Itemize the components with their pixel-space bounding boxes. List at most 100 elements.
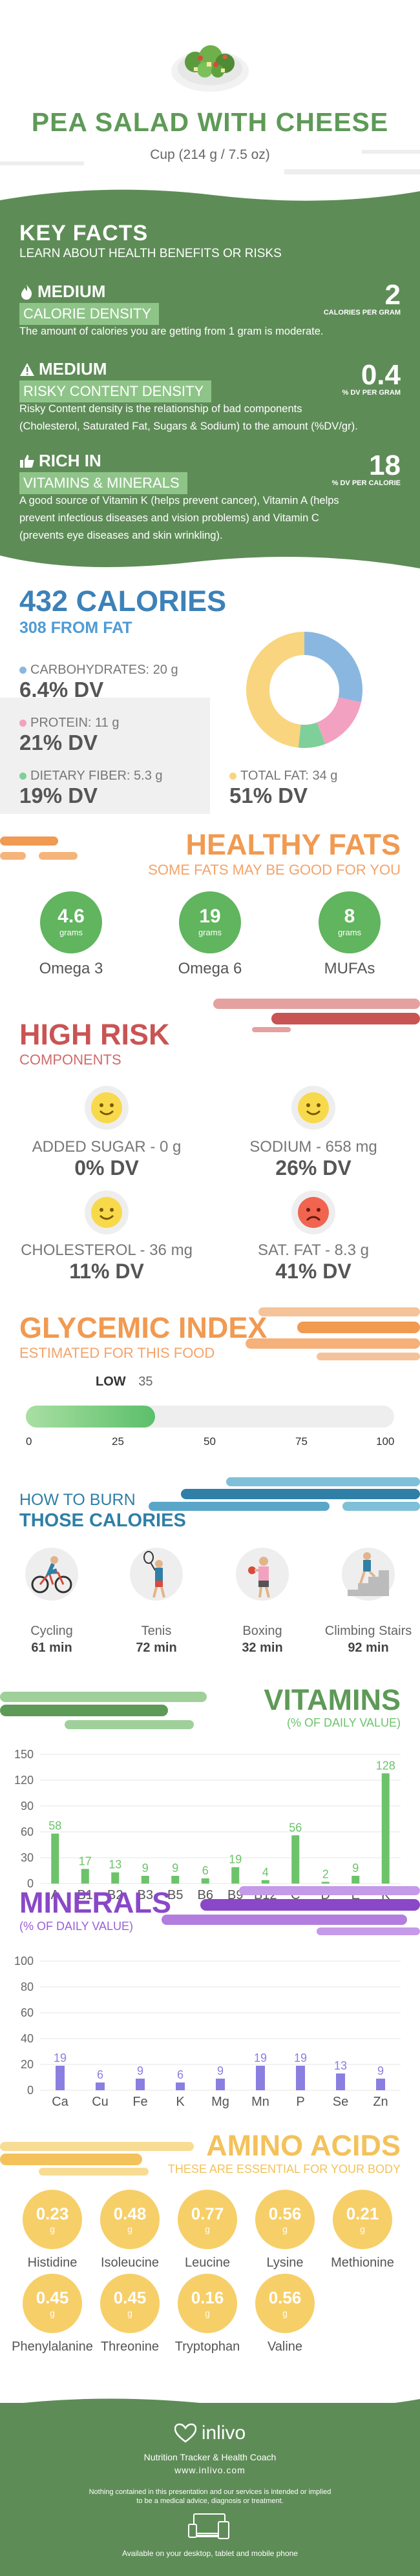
- burn-title-line2: THOSE CALORIES: [19, 1510, 186, 1531]
- macro-highlight-bg: [0, 698, 210, 757]
- sat-fat-label: SAT. FAT - 8.3 g: [257, 1241, 370, 1259]
- calorie-density-value: 2: [384, 279, 401, 311]
- mineral-value-label: 9: [377, 2064, 384, 2077]
- high-risk-subtitle: COMPONENTS: [19, 1052, 121, 1068]
- vitamin-category-label: B5: [167, 1888, 183, 1902]
- high-risk-title: HIGH RISK: [19, 1018, 170, 1051]
- macro-donut-chart: [246, 632, 362, 748]
- fat-unit: grams: [59, 928, 83, 937]
- amino-value: 0.45: [36, 2288, 69, 2307]
- vitamin-value-label: 4: [262, 1866, 269, 1879]
- burn-decor: [149, 1477, 420, 1511]
- vitamin-ytick: 0: [27, 1877, 34, 1890]
- vitamin-value-label: 13: [109, 1858, 121, 1871]
- disclaimer-line: Nothing contained in this presentation a…: [89, 2488, 331, 2496]
- mineral-ytick: 100: [14, 1955, 34, 1968]
- glycemic-reading: LOW 35: [96, 1375, 152, 1389]
- vitamin-bar-B12: [261, 1880, 269, 1884]
- vitamin-category-label: B1: [78, 1888, 93, 1902]
- vitamin-bar-D: [321, 1882, 330, 1884]
- fat-dot: [229, 773, 236, 780]
- macro-label: PROTEIN: 11 g: [30, 716, 120, 730]
- amino-value: 0.48: [113, 2204, 147, 2223]
- glycemic-tick: 50: [204, 1435, 216, 1448]
- mineral-bar-Cu: [96, 2083, 105, 2090]
- footer-availability: Available on your desktop, tablet and mo…: [122, 2549, 298, 2558]
- vitamins-minerals-description: A good source of Vitamin K (helps preven…: [19, 492, 407, 545]
- cycling-minutes: 61 min: [31, 1641, 72, 1655]
- mineral-ytick: 80: [21, 1980, 34, 1993]
- glycemic-title: GLYCEMIC INDEX: [19, 1311, 268, 1344]
- macro-dv: 21% DV: [19, 731, 98, 754]
- amino-label: Threonine: [100, 2340, 160, 2354]
- vitamin-bar-B3: [141, 1876, 149, 1884]
- glycemic-tick: 75: [295, 1435, 308, 1448]
- vitamin-ytick: 90: [21, 1800, 34, 1813]
- amino-unit: g: [282, 2224, 288, 2234]
- calorie-density-block: MEDIUM CALORIE DENSITY: [19, 282, 160, 325]
- brand-name: inlivo: [201, 2422, 246, 2444]
- amino-value: 0.23: [36, 2204, 69, 2223]
- macro-fiber: DIETARY FIBER: 5.3 g 19% DV: [19, 769, 163, 808]
- flame-icon: [21, 284, 32, 300]
- omega6-badge: 19 grams: [179, 891, 241, 953]
- vitamin-category-label: B2: [107, 1888, 123, 1902]
- mineral-category-label: Ca: [52, 2095, 68, 2109]
- cycling-icon: [25, 1548, 78, 1601]
- amino-value: 0.21: [346, 2204, 379, 2223]
- vitamins-minerals-block: RICH IN VITAMINS & MINERALS: [19, 451, 187, 494]
- vitamin-value-label: 2: [322, 1867, 329, 1880]
- amino-value: 0.56: [268, 2288, 302, 2307]
- stairs-minutes: 92 min: [348, 1641, 389, 1655]
- amino-unit: g: [50, 2308, 55, 2318]
- amino-value: 0.45: [113, 2288, 147, 2307]
- mineral-category-label: Zn: [373, 2095, 388, 2109]
- amino-title: AMINO ACIDS: [206, 2129, 401, 2162]
- vitamin-bar-B5: [171, 1876, 180, 1884]
- macro-label: DIETARY FIBER: 5.3 g: [30, 769, 163, 783]
- amino-label: Histidine: [27, 2256, 78, 2270]
- added-sugar-dv: 0% DV: [74, 1156, 139, 1179]
- tennis-label: Tenis: [141, 1624, 172, 1638]
- vitamin-bar-K: [381, 1773, 390, 1884]
- donut-slice-fiber: [298, 722, 326, 748]
- disclaimer-line: to be a medical advice, diagnosis or tre…: [136, 2497, 284, 2505]
- vitamins-minerals-description-line: prevent infectious diseases and vision p…: [19, 512, 319, 524]
- amino-label: Leucine: [184, 2256, 231, 2270]
- footer-wave: [0, 2398, 420, 2416]
- mineral-bar-Ca: [56, 2066, 65, 2090]
- calories-title: 432 CALORIES: [19, 585, 227, 618]
- amino-unit: g: [205, 2308, 210, 2318]
- mineral-value-label: 19: [254, 2051, 267, 2064]
- glycemic-fill: [26, 1406, 155, 1428]
- amino-label: Tryptophan: [174, 2340, 240, 2354]
- page-title: PEA SALAD WITH CHEESE: [31, 107, 389, 137]
- fat-unit: grams: [198, 928, 222, 937]
- glycemic-value: 35: [138, 1375, 153, 1389]
- vitamin-category-label: B3: [138, 1888, 153, 1902]
- omega3-label: Omega 3: [39, 960, 103, 977]
- macro-protein: PROTEIN: 11 g 21% DV: [19, 716, 119, 755]
- fat-value: 19: [199, 906, 221, 927]
- mineral-category-label: Mn: [251, 2095, 269, 2109]
- vitamin-value-label: 9: [172, 1862, 178, 1875]
- vitamin-value-label: 9: [142, 1862, 149, 1875]
- mineral-bar-P: [296, 2066, 305, 2090]
- footer-url[interactable]: www.inlivo.com: [174, 2465, 246, 2475]
- vitamin-value-label: 58: [48, 1820, 61, 1833]
- key-facts-subheading: LEARN ABOUT HEALTH BENEFITS OR RISKS: [19, 247, 282, 260]
- risky-content-description: Risky Content density is the relationshi…: [19, 400, 407, 435]
- mufas-label: MUFAs: [324, 960, 375, 977]
- fiber-dot: [19, 773, 26, 780]
- omega6-label: Omega 6: [178, 960, 242, 977]
- amino-unit: g: [360, 2224, 365, 2234]
- amino-label: Valine: [267, 2340, 303, 2354]
- risky-content-block: MEDIUM RISKY CONTENT DENSITY: [19, 359, 212, 402]
- amino-label: Isoleucine: [100, 2256, 160, 2270]
- smile-icon: [85, 1086, 129, 1130]
- glycemic-tick: 25: [112, 1435, 124, 1448]
- vitamins-minerals-description-line: (prevents eye diseases and skin wrinklin…: [19, 530, 223, 541]
- mineral-category-label: Cu: [92, 2095, 109, 2109]
- amino-unit: g: [50, 2224, 55, 2234]
